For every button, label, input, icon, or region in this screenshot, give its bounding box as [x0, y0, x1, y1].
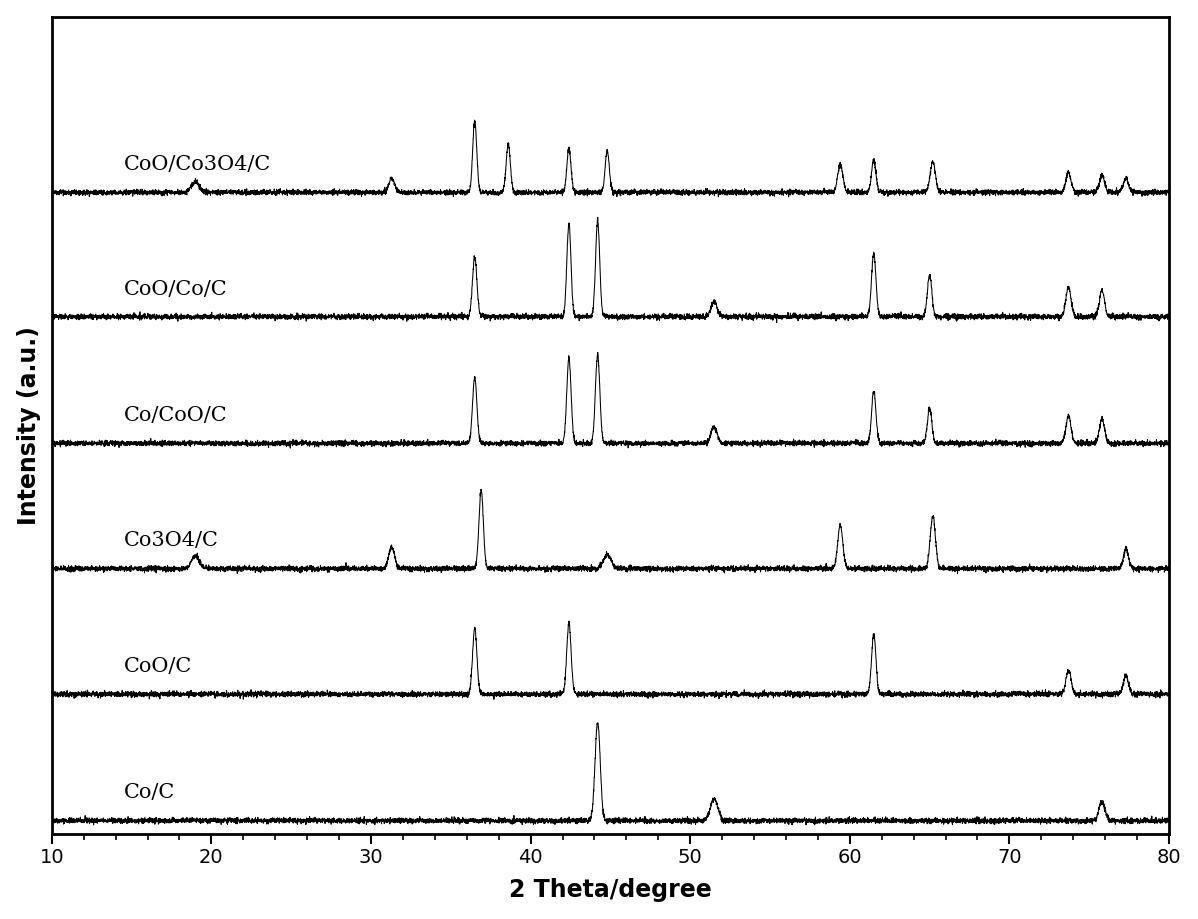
Text: Co/CoO/C: Co/CoO/C: [123, 406, 228, 425]
Text: CoO/Co/C: CoO/Co/C: [123, 280, 228, 300]
X-axis label: 2 Theta/degree: 2 Theta/degree: [509, 879, 712, 902]
Text: Co/C: Co/C: [123, 783, 175, 801]
Text: Co3O4/C: Co3O4/C: [123, 531, 218, 550]
Text: CoO/C: CoO/C: [123, 657, 192, 676]
Y-axis label: Intensity (a.u.): Intensity (a.u.): [17, 325, 41, 525]
Text: CoO/Co3O4/C: CoO/Co3O4/C: [123, 154, 271, 174]
